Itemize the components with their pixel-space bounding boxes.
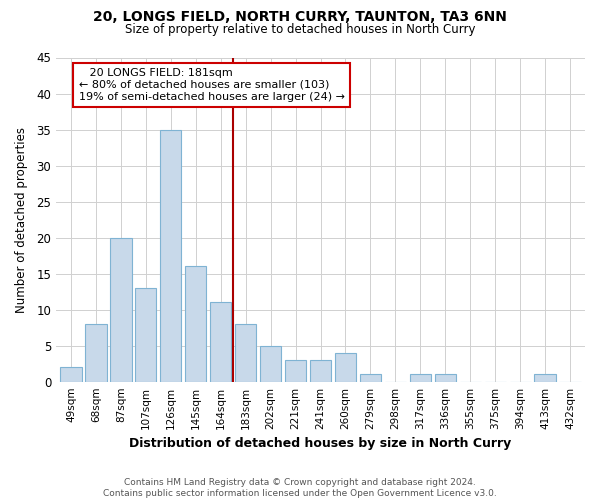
Bar — [260, 346, 281, 382]
Bar — [160, 130, 181, 382]
Bar — [434, 374, 456, 382]
Bar — [85, 324, 107, 382]
Bar — [310, 360, 331, 382]
Bar — [360, 374, 381, 382]
Bar — [535, 374, 556, 382]
Bar — [210, 302, 232, 382]
Bar — [61, 368, 82, 382]
Text: Contains HM Land Registry data © Crown copyright and database right 2024.
Contai: Contains HM Land Registry data © Crown c… — [103, 478, 497, 498]
Bar — [235, 324, 256, 382]
Bar — [110, 238, 131, 382]
Text: 20 LONGS FIELD: 181sqm
← 80% of detached houses are smaller (103)
19% of semi-de: 20 LONGS FIELD: 181sqm ← 80% of detached… — [79, 68, 344, 102]
X-axis label: Distribution of detached houses by size in North Curry: Distribution of detached houses by size … — [130, 437, 512, 450]
Text: 20, LONGS FIELD, NORTH CURRY, TAUNTON, TA3 6NN: 20, LONGS FIELD, NORTH CURRY, TAUNTON, T… — [93, 10, 507, 24]
Y-axis label: Number of detached properties: Number of detached properties — [15, 126, 28, 312]
Bar — [135, 288, 157, 382]
Bar — [185, 266, 206, 382]
Bar — [285, 360, 306, 382]
Bar — [335, 353, 356, 382]
Bar — [410, 374, 431, 382]
Text: Size of property relative to detached houses in North Curry: Size of property relative to detached ho… — [125, 22, 475, 36]
